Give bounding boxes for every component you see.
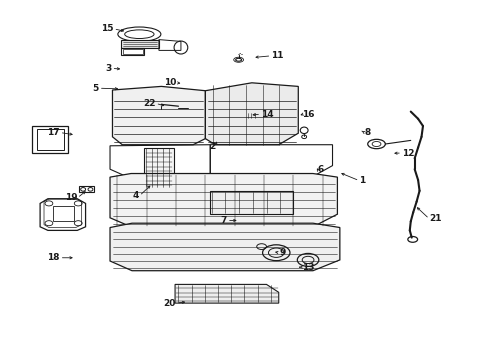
Text: 10: 10 (163, 78, 176, 87)
Polygon shape (121, 40, 159, 48)
Text: 7: 7 (220, 216, 226, 225)
Text: 14: 14 (261, 109, 273, 118)
Text: 20: 20 (163, 299, 176, 307)
Text: 8: 8 (364, 128, 370, 137)
Polygon shape (244, 113, 258, 118)
Polygon shape (175, 284, 278, 303)
Text: 1: 1 (359, 176, 365, 185)
Text: 21: 21 (428, 214, 441, 223)
Bar (79, 186, 94, 192)
Text: 4: 4 (133, 192, 139, 200)
Bar (123, 49, 142, 54)
Text: 16: 16 (302, 110, 314, 119)
Bar (210, 191, 293, 214)
Polygon shape (112, 86, 205, 145)
Text: 9: 9 (279, 248, 285, 257)
Polygon shape (110, 174, 337, 227)
Text: 19: 19 (64, 194, 77, 202)
Bar (144, 148, 173, 187)
Text: 12: 12 (401, 149, 414, 158)
Text: 15: 15 (101, 24, 113, 33)
Text: 18: 18 (47, 253, 60, 262)
Text: 17: 17 (47, 128, 60, 137)
Text: 6: 6 (317, 165, 324, 174)
Text: 5: 5 (92, 84, 99, 93)
Text: 2: 2 (208, 143, 215, 152)
Polygon shape (205, 83, 298, 145)
Bar (53, 206, 74, 221)
Text: 13: 13 (302, 263, 314, 271)
Text: 3: 3 (105, 64, 111, 73)
Text: 22: 22 (142, 99, 155, 108)
Polygon shape (110, 223, 339, 271)
Text: 11: 11 (271, 51, 284, 60)
